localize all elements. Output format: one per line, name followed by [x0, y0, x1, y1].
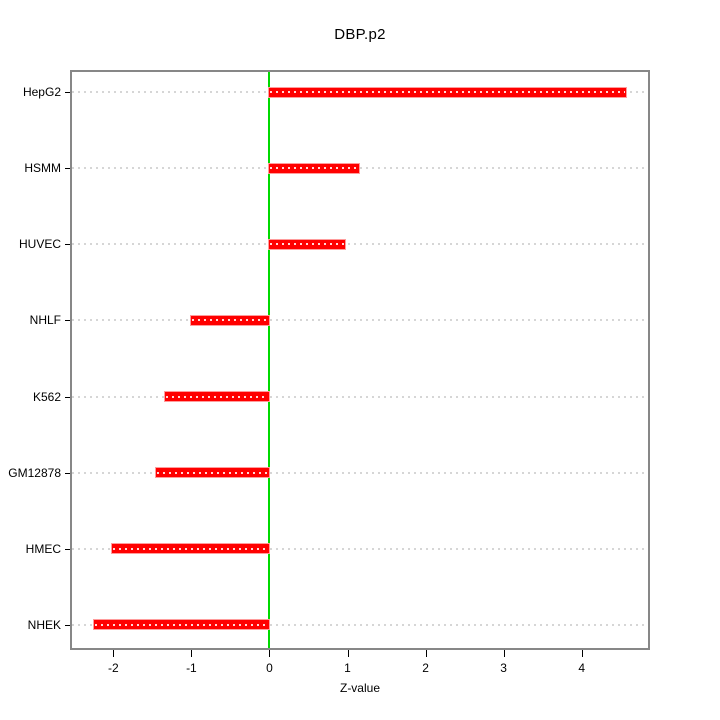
chart-title: DBP.p2	[334, 26, 386, 43]
x-axis-label: Z-value	[339, 681, 380, 695]
y-axis-tick	[65, 624, 72, 626]
gridline	[72, 471, 648, 474]
y-tick-label-huvec: HUVEC	[18, 237, 61, 252]
gridline	[72, 319, 648, 322]
bar-nhlf	[190, 315, 270, 325]
x-tick-label-2: 2	[422, 661, 429, 675]
x-axis-tick	[503, 650, 505, 657]
gridline	[72, 243, 648, 246]
x-axis-tick	[581, 650, 583, 657]
x-axis-tick	[347, 650, 349, 657]
x-tick-label-3: 3	[500, 661, 507, 675]
x-tick-label-0: 0	[266, 661, 273, 675]
gridline	[72, 167, 648, 170]
bar-hmec	[111, 544, 270, 554]
y-tick-label-hsmm: HSMM	[24, 161, 61, 176]
y-axis-tick	[65, 320, 72, 322]
gridline	[72, 623, 648, 626]
bar-huvec	[269, 239, 346, 249]
y-axis-tick	[65, 244, 72, 246]
x-axis-tick	[113, 650, 115, 657]
x-axis-tick	[425, 650, 427, 657]
x-axis-tick	[191, 650, 193, 657]
bar-k562	[164, 392, 270, 402]
bar-hsmm	[269, 163, 360, 173]
y-tick-label-nhlf: NHLF	[29, 313, 61, 328]
y-tick-label-gm12878: GM12878	[8, 465, 61, 480]
y-axis-tick	[65, 548, 72, 550]
gridline	[72, 395, 648, 398]
x-tick-label-4: 4	[578, 661, 585, 675]
y-tick-label-hepg2: HepG2	[22, 85, 61, 99]
y-tick-label-hmec: HMEC	[25, 541, 61, 556]
y-axis-tick	[65, 92, 72, 93]
y-tick-label-k562: K562	[32, 389, 61, 404]
y-tick-label-nhek: NHEK	[27, 617, 61, 632]
bar-nhek	[93, 620, 270, 630]
x-axis-tick	[269, 650, 271, 657]
bar-hepg2	[269, 87, 627, 97]
x-tick-label-neg1: -1	[186, 661, 197, 675]
y-axis-tick	[65, 396, 72, 398]
bar-gm12878	[156, 468, 270, 478]
x-tick-label-neg2: -2	[108, 661, 119, 675]
y-axis-tick	[65, 472, 72, 474]
plot-area	[72, 72, 648, 648]
x-tick-label-1: 1	[344, 661, 351, 675]
zero-reference-line	[268, 72, 271, 648]
gridline	[72, 547, 648, 550]
y-axis-tick	[65, 168, 72, 170]
